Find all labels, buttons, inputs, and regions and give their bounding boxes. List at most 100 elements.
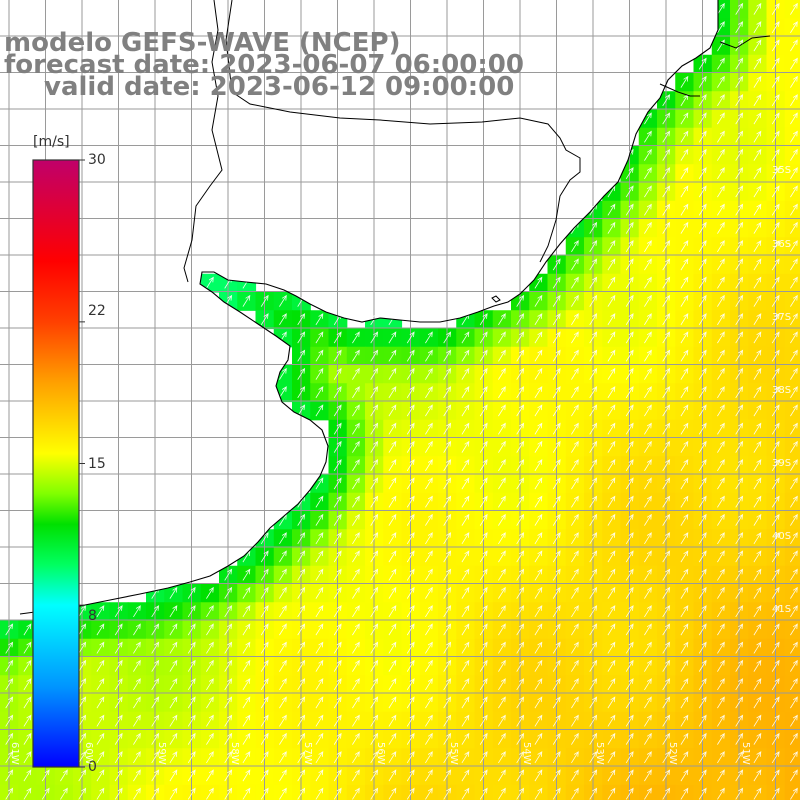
wind-speed-cell <box>310 492 330 512</box>
wind-speed-cell <box>529 711 549 731</box>
wind-arrow <box>260 623 269 636</box>
wind-arrow <box>662 678 671 691</box>
wind-speed-cell <box>383 419 403 439</box>
wind-speed-cell <box>675 620 695 640</box>
wind-arrow <box>333 550 342 563</box>
wind-arrow <box>279 605 287 618</box>
wind-arrow <box>625 751 634 764</box>
wind-arrow <box>625 313 634 326</box>
wind-speed-cell <box>456 748 476 768</box>
wind-arrow <box>790 112 798 125</box>
wind-speed-cell <box>273 547 293 567</box>
wind-speed-cell <box>711 456 731 476</box>
wind-speed-cell <box>675 748 695 768</box>
wind-arrow <box>698 276 707 289</box>
wind-arrow <box>771 39 780 52</box>
wind-arrow <box>753 148 762 161</box>
wind-speed-cell <box>602 784 622 800</box>
wind-speed-cell <box>565 474 585 494</box>
wind-speed-cell <box>748 511 768 530</box>
wind-speed-cell <box>675 401 695 421</box>
wind-arrow <box>607 605 616 618</box>
wind-speed-cell <box>164 584 184 603</box>
wind-speed-cell <box>638 529 658 549</box>
wind-arrow <box>534 678 543 691</box>
wind-speed-cell <box>748 219 768 238</box>
wind-speed-cell <box>711 438 731 457</box>
wind-arrow <box>516 696 525 709</box>
wind-arrow <box>461 586 470 599</box>
wind-arrow <box>315 641 324 654</box>
wind-arrow <box>23 732 32 745</box>
wind-arrow <box>333 659 342 672</box>
wind-arrow <box>516 440 525 453</box>
wind-speed-cell <box>711 730 731 749</box>
wind-speed-cell <box>748 54 768 74</box>
wind-speed-cell <box>492 711 512 731</box>
wind-arrow <box>607 787 616 800</box>
wind-arrow <box>516 769 525 782</box>
wind-arrow <box>206 787 214 800</box>
wind-arrow <box>625 787 634 800</box>
wind-arrow <box>662 513 671 526</box>
wind-arrow <box>370 422 379 435</box>
wind-arrow <box>662 404 671 417</box>
wind-speed-cell <box>492 565 512 585</box>
wind-speed-cell <box>711 73 731 92</box>
wind-arrow <box>717 459 725 472</box>
wind-arrow <box>260 751 269 764</box>
wind-arrow <box>498 732 506 745</box>
wind-arrow <box>297 659 306 672</box>
wind-speed-cell <box>711 511 731 530</box>
wind-arrow <box>771 623 780 636</box>
wind-arrow <box>607 532 616 545</box>
wind-arrow <box>662 495 671 508</box>
wind-speed-cell <box>200 638 220 658</box>
wind-arrow <box>425 714 433 727</box>
wind-arrow <box>698 167 707 180</box>
wind-speed-cell <box>419 675 439 695</box>
wind-speed-cell <box>200 766 220 786</box>
wind-speed-cell <box>419 365 439 384</box>
wind-arrow <box>443 331 452 344</box>
wind-arrow <box>571 787 579 800</box>
wind-arrow <box>461 331 470 344</box>
wind-speed-cell <box>602 401 622 421</box>
wind-arrow <box>552 714 561 727</box>
wind-speed-cell <box>602 346 622 366</box>
wind-arrow <box>680 167 689 180</box>
wind-speed-cell <box>456 565 476 585</box>
wind-arrow <box>333 331 342 344</box>
wind-arrow <box>352 477 360 490</box>
wind-arrow <box>534 623 543 636</box>
wind-arrow <box>771 659 780 672</box>
wind-speed-cell <box>675 127 695 147</box>
wind-arrow <box>333 440 342 453</box>
wind-arrow <box>425 751 433 764</box>
wind-arrow <box>698 221 707 234</box>
wind-arrow <box>516 313 525 326</box>
wind-arrow <box>771 459 780 472</box>
wind-speed-cell <box>602 675 622 695</box>
wind-arrow <box>425 331 433 344</box>
wind-speed-cell <box>91 766 111 786</box>
colorbar-gradient <box>32 159 80 768</box>
wind-speed-cell <box>127 748 147 768</box>
wind-arrow <box>717 240 725 253</box>
wind-arrow <box>443 678 452 691</box>
wind-arrow <box>498 532 506 545</box>
wind-arrow <box>698 459 707 472</box>
wind-speed-cell <box>310 730 330 749</box>
wind-speed-cell <box>273 784 293 800</box>
wind-arrow <box>516 422 525 435</box>
wind-arrow <box>607 732 616 745</box>
wind-arrow <box>224 605 233 618</box>
wind-speed-cell <box>419 401 439 421</box>
wind-arrow <box>589 349 598 362</box>
wind-arrow <box>753 203 762 216</box>
wind-arrow <box>388 714 397 727</box>
wind-speed-cell <box>346 419 366 439</box>
wind-arrow <box>279 586 287 599</box>
